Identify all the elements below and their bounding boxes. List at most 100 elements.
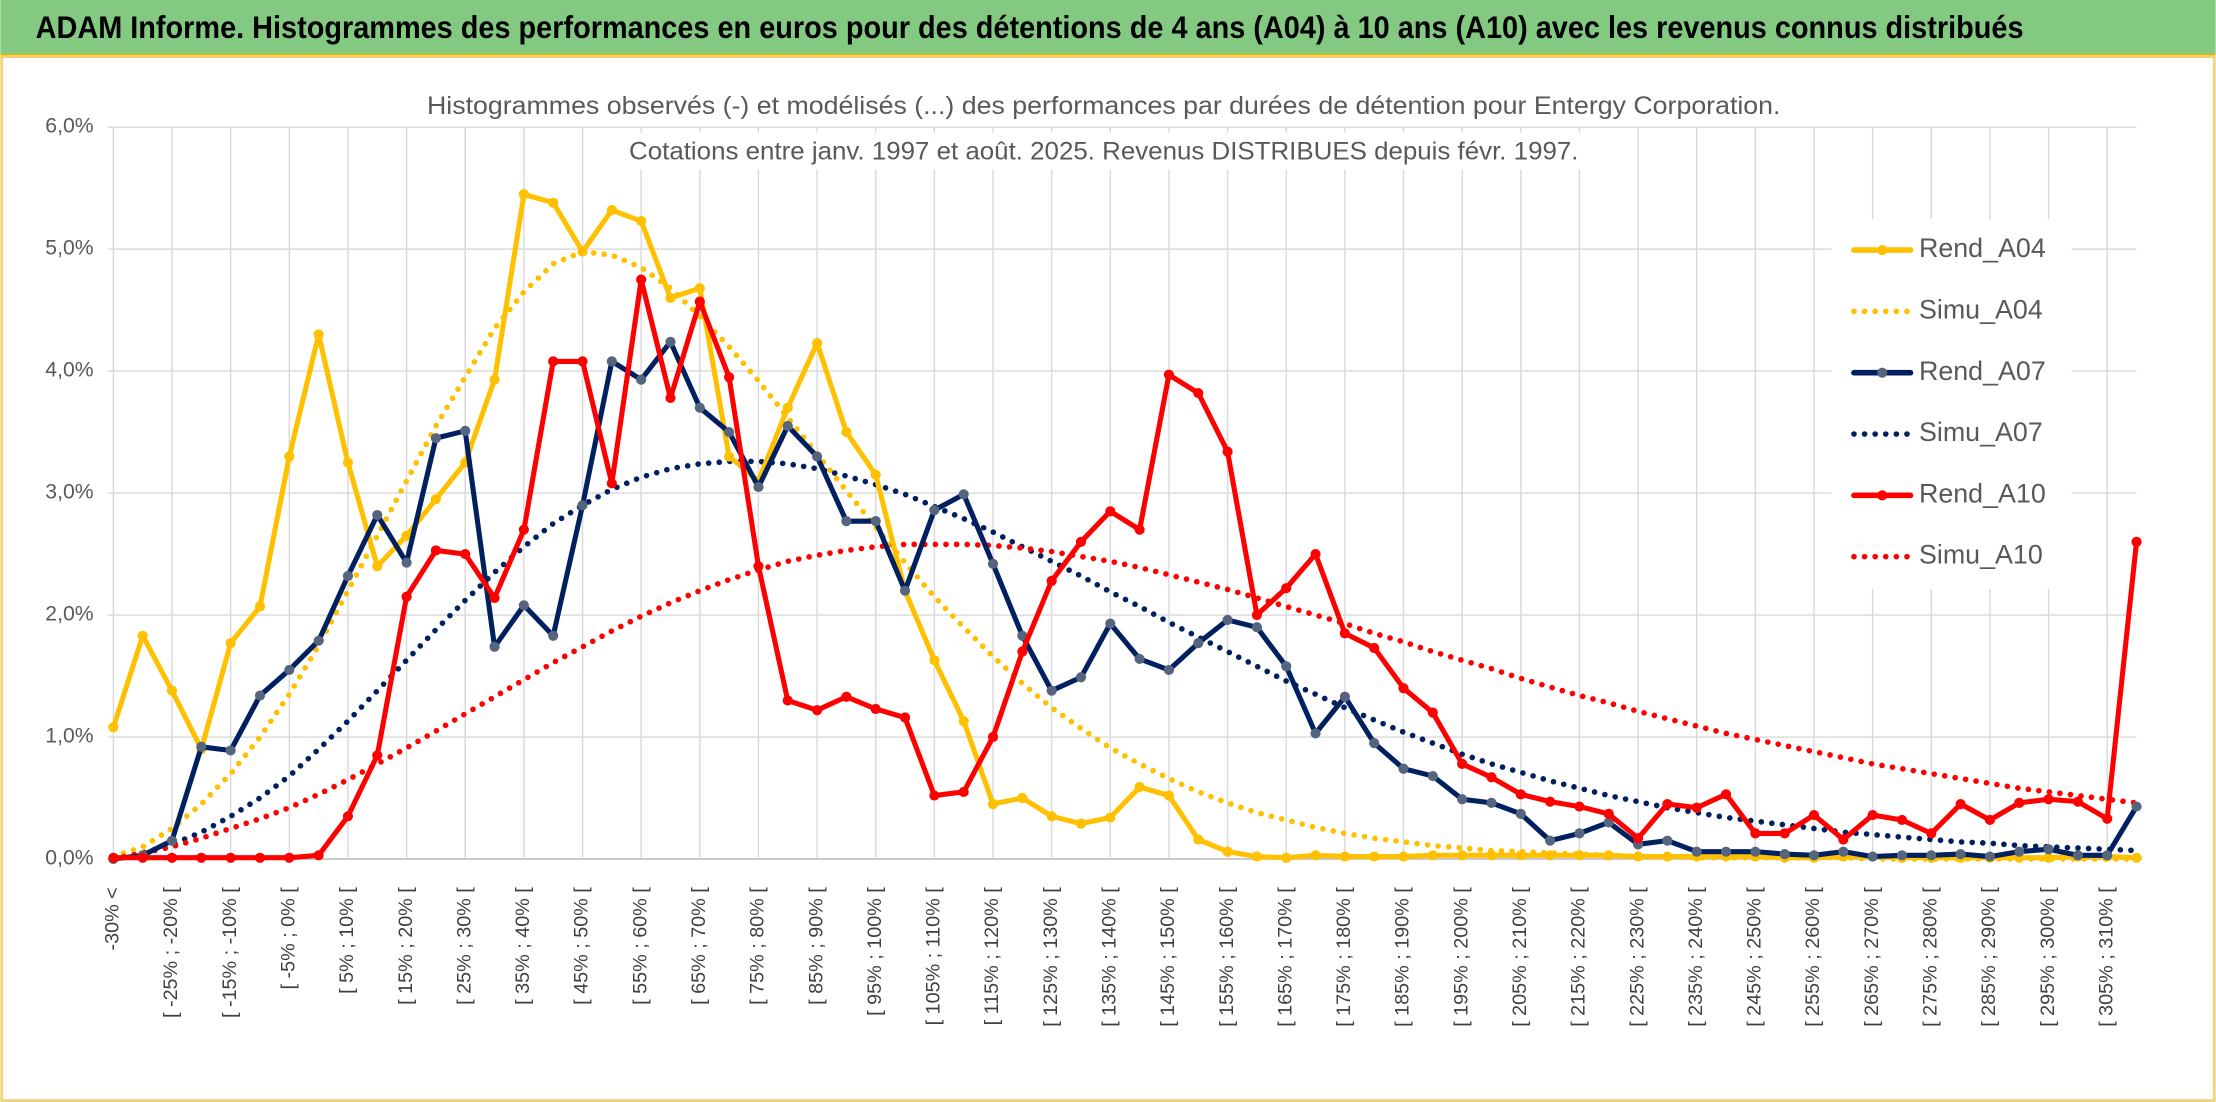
x-tick-label: [ 175% ; 180% [ xyxy=(1333,887,1355,1027)
point xyxy=(929,790,940,801)
y-tick-label: 0,0% xyxy=(45,847,93,870)
legend-marker xyxy=(1877,244,1888,256)
point xyxy=(606,205,617,216)
point xyxy=(1046,575,1057,586)
point xyxy=(2102,850,2113,861)
point xyxy=(1984,814,1996,826)
point xyxy=(1984,851,1996,862)
x-tick-label: [ 125% ; 130% [ xyxy=(1040,887,1062,1027)
point xyxy=(1222,614,1233,626)
point xyxy=(1134,781,1145,793)
point xyxy=(1193,387,1204,399)
point xyxy=(724,451,735,462)
point xyxy=(2043,852,2054,863)
point xyxy=(196,852,207,863)
point xyxy=(1427,707,1438,718)
point xyxy=(548,197,559,208)
point xyxy=(1662,799,1673,810)
point xyxy=(606,356,617,367)
point xyxy=(1691,846,1702,857)
point xyxy=(2072,796,2083,807)
point xyxy=(811,337,823,349)
point xyxy=(870,703,881,715)
point xyxy=(1691,802,1702,813)
point xyxy=(870,469,881,480)
point xyxy=(548,630,559,641)
point xyxy=(401,557,412,568)
point xyxy=(1046,685,1057,696)
point xyxy=(1896,814,1908,826)
point xyxy=(1545,796,1556,807)
point xyxy=(518,524,529,535)
point xyxy=(1251,851,1262,862)
point xyxy=(1369,642,1380,654)
point xyxy=(401,530,412,541)
point xyxy=(811,705,823,716)
point xyxy=(225,638,236,649)
point xyxy=(1632,851,1644,862)
chart-subtitle: Cotations entre janv. 1997 et août. 2025… xyxy=(629,137,1578,165)
point xyxy=(1750,828,1761,839)
point xyxy=(1486,772,1497,783)
point xyxy=(313,635,324,646)
legend-label: Rend_A07 xyxy=(1919,356,2046,386)
point xyxy=(1163,664,1175,676)
point xyxy=(1486,850,1497,861)
x-tick-label: [ 185% ; 190% [ xyxy=(1392,887,1414,1027)
point xyxy=(254,690,266,701)
x-tick-label: [ 165% ; 170% [ xyxy=(1274,887,1296,1027)
point xyxy=(372,509,383,521)
point xyxy=(1310,728,1321,739)
point xyxy=(1808,850,1820,861)
point xyxy=(1632,833,1644,844)
model-line xyxy=(110,541,2140,862)
point xyxy=(1926,850,1937,861)
point xyxy=(1515,808,1526,819)
legend-label: Rend_A04 xyxy=(1919,233,2046,263)
x-tick-label: [ 65% ; 70% [ xyxy=(688,887,710,1005)
point xyxy=(1779,828,1790,839)
point xyxy=(1105,812,1116,823)
point xyxy=(1808,809,1820,821)
point xyxy=(841,516,852,527)
point xyxy=(811,451,823,462)
y-tick-label: 3,0% xyxy=(45,481,93,504)
point xyxy=(489,374,500,385)
point xyxy=(636,374,647,385)
point xyxy=(430,433,441,444)
point xyxy=(1251,622,1262,633)
point xyxy=(694,296,705,307)
point xyxy=(2131,801,2142,812)
point xyxy=(1310,548,1321,560)
point xyxy=(1075,672,1087,683)
point xyxy=(284,664,295,676)
point xyxy=(1457,850,1468,861)
title-bg xyxy=(424,87,1784,125)
point xyxy=(2131,852,2142,863)
point xyxy=(782,402,793,413)
header-bar xyxy=(0,0,2216,57)
point xyxy=(1222,446,1233,457)
point xyxy=(1398,763,1409,774)
legend-marker xyxy=(1877,490,1888,501)
chart-title: Histogrammes observés (-) et modélisés (… xyxy=(427,92,1780,120)
legend-label: Rend_A10 xyxy=(1919,478,2046,508)
x-tick-label: [ 255% ; 260% [ xyxy=(1802,887,1824,1027)
point xyxy=(1603,850,1614,861)
x-tick-label: [ 75% ; 80% [ xyxy=(747,887,769,1005)
point xyxy=(1896,850,1908,861)
x-tick-label: [ 105% ; 110% [ xyxy=(923,887,945,1026)
point xyxy=(108,722,119,733)
point xyxy=(1281,661,1292,672)
x-tick-label: [ 25% ; 30% [ xyxy=(453,887,475,1005)
point xyxy=(225,852,236,863)
point xyxy=(1515,789,1526,800)
point xyxy=(1105,506,1116,517)
point xyxy=(841,691,852,702)
point xyxy=(166,852,178,863)
header-title: ADAM Informe. Histogrammes des performan… xyxy=(36,10,2024,45)
plot-area: -30% < [ -25% ; -20% [[ -15% ; -10% [[ -5… xyxy=(45,115,2143,1027)
legend-label: Simu_A10 xyxy=(1919,540,2043,570)
point xyxy=(1075,818,1087,829)
point xyxy=(518,189,529,200)
